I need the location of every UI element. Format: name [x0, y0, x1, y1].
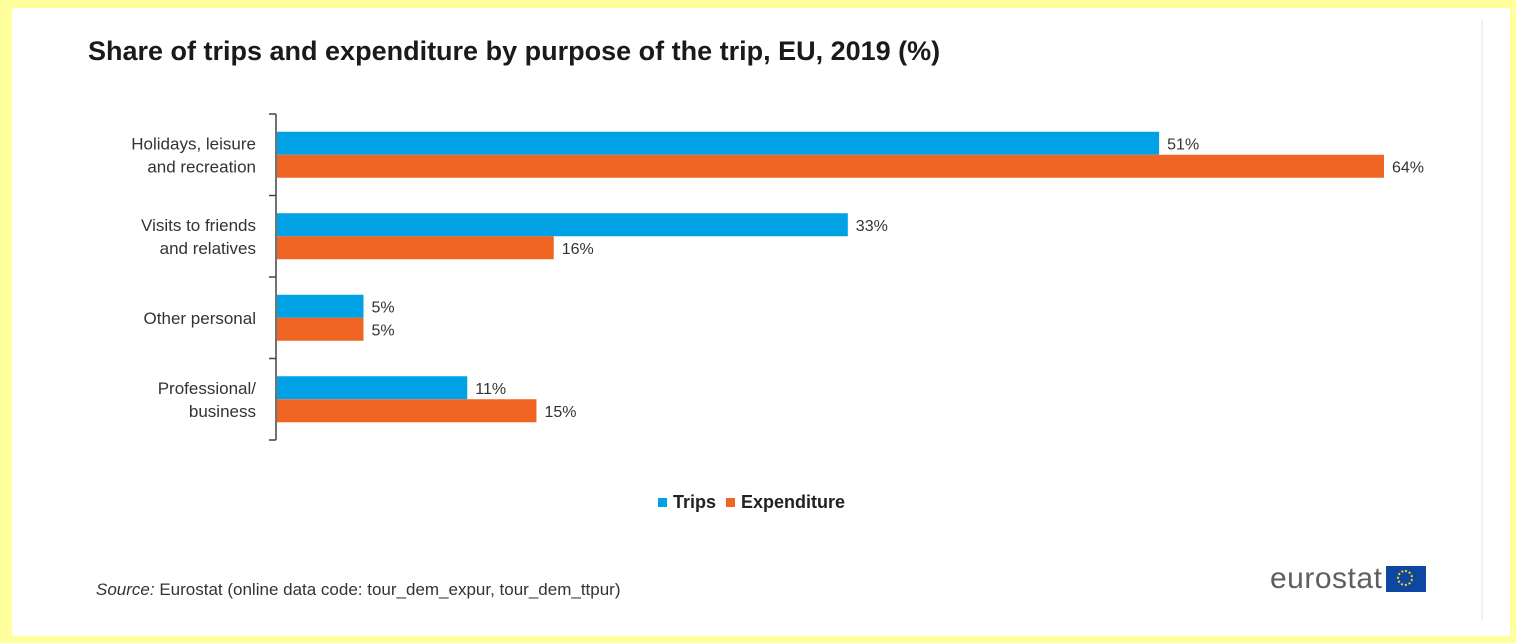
legend-swatch-expenditure	[726, 497, 736, 507]
bar-expenditure-professional-business	[277, 399, 537, 423]
legend-swatch-trips	[658, 497, 667, 507]
data-label-expenditure-visits-to-friends-and-relatives: 16%	[562, 241, 594, 258]
category-label-visits-to-friends-and-relatives: Visits to friends and relatives	[141, 216, 256, 258]
data-label-trips-professional-business: 11%	[475, 381, 506, 398]
data-label-expenditure-holidays-leisure-and-recreation: 64%	[1392, 159, 1424, 176]
bar-expenditure-visits-to-friends-and-relatives	[277, 236, 554, 260]
panel-edge-divider	[1481, 20, 1483, 620]
eurostat-logo: eurostat	[1270, 562, 1427, 596]
legend-item-trips: Trips	[658, 492, 716, 513]
chart-title: Share of trips and expenditure by purpos…	[88, 36, 941, 66]
eu-flag-icon	[1386, 566, 1427, 592]
chart-legend: Trips Expenditure	[658, 491, 845, 513]
bar-expenditure-other-personal	[277, 317, 364, 341]
source-note: Source: Eurostat (online data code: tour…	[96, 580, 621, 600]
data-label-expenditure-other-personal: 5%	[371, 322, 394, 339]
bar-trips-professional-business	[277, 376, 468, 400]
source-text: Eurostat (online data code: tour_dem_exp…	[159, 580, 621, 599]
eurostat-logo-text: eurostat	[1270, 562, 1383, 595]
data-label-trips-holidays-leisure-and-recreation: 51%	[1167, 136, 1199, 153]
legend-label-trips: Trips	[673, 491, 717, 512]
bar-trips-other-personal	[277, 294, 364, 318]
legend-item-expenditure: Expenditure	[726, 492, 845, 513]
data-label-expenditure-professional-business: 15%	[544, 404, 576, 421]
category-label-holidays-leisure-and-recreation: Holidays, leisure and recreation	[131, 134, 256, 176]
data-label-trips-other-personal: 5%	[371, 299, 394, 316]
category-label-professional-business: Professional/business	[158, 379, 257, 421]
bar-trips-visits-to-friends-and-relatives	[277, 213, 848, 237]
bar-trips-holidays-leisure-and-recreation	[277, 131, 1160, 155]
chart-panel	[12, 8, 1510, 636]
bar-expenditure-holidays-leisure-and-recreation	[277, 154, 1384, 178]
legend-label-expenditure: Expenditure	[741, 491, 846, 512]
data-label-trips-visits-to-friends-and-relatives: 33%	[856, 218, 888, 235]
category-label-other-personal: Other personal	[144, 309, 256, 328]
source-label: Source:	[96, 580, 155, 599]
